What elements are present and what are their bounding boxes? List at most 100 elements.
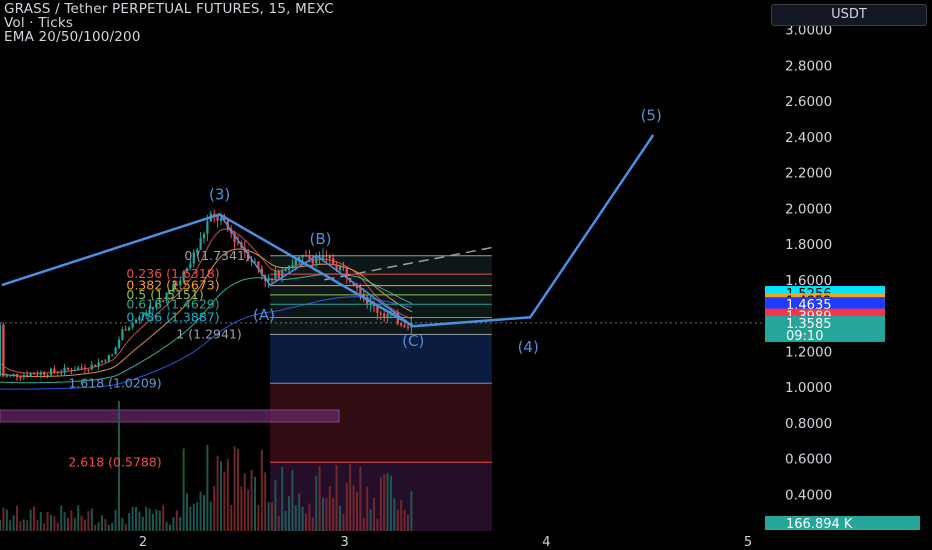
candle [158, 300, 161, 303]
volume-bar [97, 522, 100, 531]
candle [223, 218, 226, 220]
price-tick: 1.0000 [785, 380, 832, 396]
candle [32, 373, 36, 375]
volume-bar [277, 515, 280, 531]
candle [73, 370, 76, 372]
candle [202, 233, 206, 239]
candle [342, 266, 345, 269]
candle [131, 323, 134, 328]
price-tick: 0.6000 [785, 452, 832, 468]
volume-bar [19, 521, 22, 531]
volume-bar [315, 475, 318, 531]
candle [182, 271, 185, 281]
candle [87, 369, 90, 371]
wave-label: (5) [641, 107, 662, 125]
candle [175, 283, 178, 286]
volume-bar [175, 510, 178, 531]
volume-bar [274, 480, 277, 531]
volume-bar [407, 514, 409, 531]
wave-label: (C) [402, 332, 424, 350]
volume-bar [186, 493, 188, 531]
candle [39, 372, 42, 375]
volume-bar [9, 520, 12, 531]
chart-header: GRASS / Tether PERPETUAL FUTURES, 15, ME… [4, 2, 334, 44]
price-tick: 2.4000 [785, 130, 832, 146]
volume-bar [169, 524, 171, 531]
volume-bar [240, 486, 243, 531]
candle [267, 278, 270, 281]
candle [148, 309, 151, 313]
volume-bar [131, 506, 134, 531]
volume-bar [369, 509, 372, 531]
candle [386, 314, 389, 317]
candle [376, 306, 379, 313]
candle [274, 271, 277, 280]
volume-bar [22, 519, 25, 531]
candle [94, 364, 97, 367]
fib-zone-2618 [270, 383, 492, 463]
candle [213, 213, 216, 216]
volume-bar [192, 503, 195, 531]
volume-bar [101, 515, 103, 531]
volume-bar [403, 510, 406, 531]
volume-bar [158, 510, 161, 531]
candle [77, 367, 80, 371]
time-tick: 3 [341, 535, 349, 550]
volume-bar [250, 469, 253, 531]
volume-bar [260, 449, 263, 531]
price-axis: 3.0000 2.8000 2.6000 2.4000 2.2000 2.0000 1.80… [139, 23, 920, 550]
candle [260, 268, 263, 275]
volume-bar [50, 515, 52, 531]
volume-bar [359, 466, 362, 531]
volume-bar [155, 509, 158, 531]
candle [406, 326, 410, 328]
volume-bar [172, 517, 175, 531]
volume-bar [257, 504, 260, 531]
volume-bar [60, 505, 63, 531]
volume-bar [26, 520, 29, 531]
fib-label: 0.5 (1.5151) [126, 287, 203, 302]
volume-bar [356, 491, 358, 531]
candle [328, 255, 331, 259]
price-tick: 2.0000 [785, 201, 832, 217]
candle [284, 269, 287, 271]
price-tick: 1.6000 [785, 273, 832, 289]
volume-bar [114, 509, 117, 531]
fib-label: 0.382 (1.5673) [126, 278, 219, 293]
candle [97, 362, 100, 367]
fib-label: 0 (1.7341) [184, 248, 249, 263]
volume-bar [298, 493, 301, 531]
volume-bar [328, 486, 331, 531]
volume-bar [325, 497, 328, 531]
volume-bar [36, 520, 39, 531]
volume-bar [63, 512, 66, 531]
candle [19, 377, 22, 379]
volume-bar [396, 509, 399, 531]
candle [233, 233, 236, 243]
volume-bar [288, 496, 290, 531]
currency-button[interactable]: USDT [771, 4, 927, 26]
candle [43, 372, 46, 376]
volume-bar [220, 461, 222, 531]
candle [250, 260, 253, 263]
candle [291, 264, 294, 266]
volume-bar [2, 507, 5, 531]
volume-bar [73, 517, 76, 531]
volume-bar [16, 505, 18, 531]
candle [111, 354, 114, 356]
candle [226, 219, 229, 230]
volume-bar [199, 491, 202, 531]
candle [151, 307, 155, 310]
candle [253, 261, 257, 263]
fib-label: 1.618 (1.0209) [68, 375, 161, 390]
volume-bar [379, 477, 382, 531]
candle [379, 312, 382, 314]
candle [104, 360, 107, 362]
candle [362, 294, 365, 298]
candle [199, 238, 202, 250]
candle [315, 256, 318, 264]
volume-bar [141, 516, 144, 531]
volume-bar [318, 465, 321, 531]
volume-bar [311, 517, 314, 531]
